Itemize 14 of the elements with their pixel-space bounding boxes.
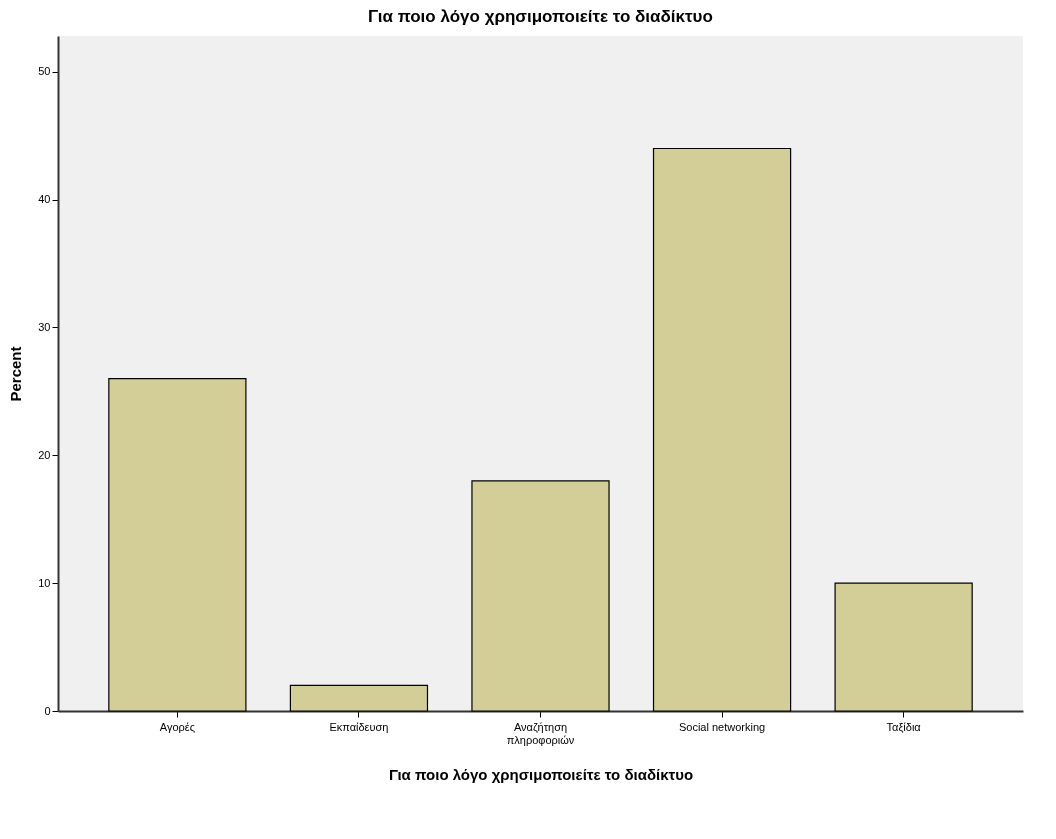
y-tick-label: 30 xyxy=(38,320,51,333)
y-tick-label: 0 xyxy=(44,704,51,717)
x-tick-label: Αναζήτηση πληροφοριών xyxy=(506,720,575,746)
x-tick-label: Ταξίδια xyxy=(886,720,922,733)
x-tick-label: Εκπαίδευση xyxy=(329,720,389,733)
y-tick-label: 20 xyxy=(38,448,51,461)
x-axis-title: Για ποιο λόγο χρησιμοποιείτε το διαδίκτυο xyxy=(388,765,694,783)
x-tick-label: Αγορές xyxy=(159,720,195,733)
chart-title: Για ποιο λόγο χρησιμοποιείτε το διαδίκτυο xyxy=(368,7,713,26)
x-tick-label: Social networking xyxy=(678,720,766,733)
y-axis-title: Percent xyxy=(7,346,25,402)
y-tick-label: 50 xyxy=(38,65,51,78)
y-tick-label: 10 xyxy=(38,576,51,589)
y-tick-label: 40 xyxy=(38,193,51,206)
